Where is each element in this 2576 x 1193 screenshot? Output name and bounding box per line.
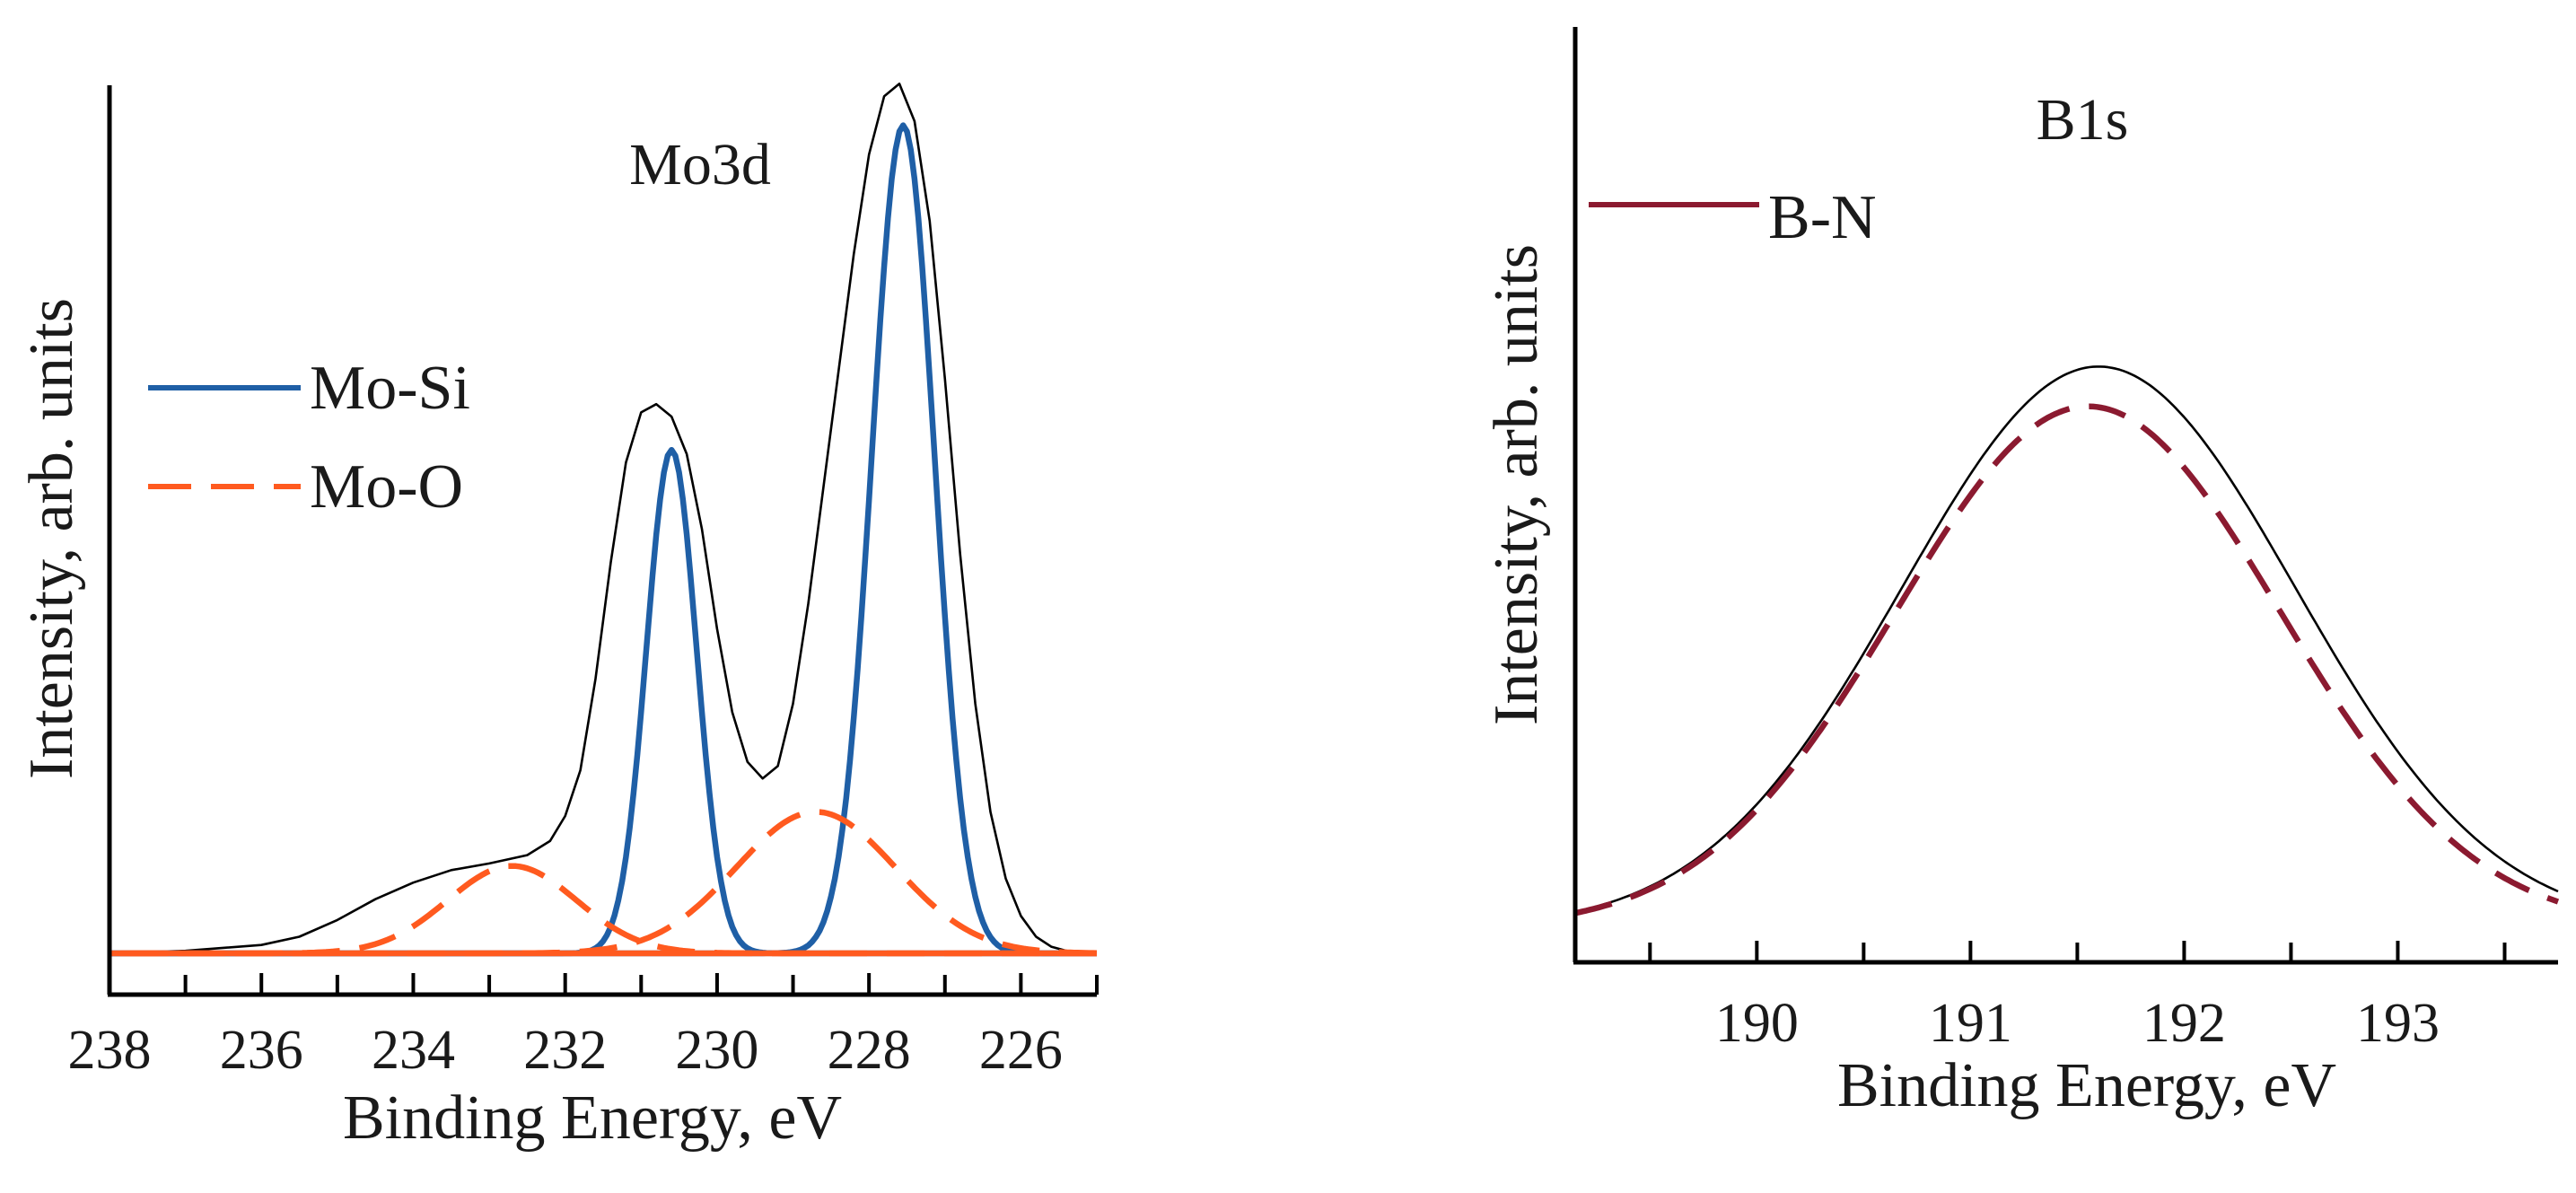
x-tick-label: 232 <box>523 1020 607 1081</box>
series-mo-o-peak-2-line <box>110 809 1098 957</box>
legend-label-mo-o: Mo-O <box>310 452 463 522</box>
b1s-panel: 190 191 192 193 B1s B-N Intensity, arb. uni… <box>1482 27 2560 1120</box>
x-tick-label: 191 <box>1929 993 2012 1054</box>
x-tick-label: 234 <box>372 1020 455 1081</box>
series-mo-si-peak-2-line <box>110 122 1097 957</box>
mo3d-curves <box>109 83 1098 957</box>
b1s-x-axis-label: Binding Energy, eV <box>1837 1051 2336 1120</box>
b1s-title: B1s <box>2037 87 2129 153</box>
x-tick-label: 230 <box>675 1020 758 1081</box>
x-tick-label: 226 <box>979 1020 1063 1081</box>
mo3d-y-axis-label: Intensity, arb. units <box>17 298 86 779</box>
x-tick-label: 238 <box>68 1020 152 1081</box>
series-b-n-line <box>1574 403 2560 917</box>
mo3d-legend: Mo-Si Mo-O <box>148 354 470 522</box>
mo3d-x-axis-label: Binding Energy, eV <box>343 1083 842 1153</box>
legend-label-b-n: B-N <box>1768 183 1877 252</box>
b1s-y-axis-label: Intensity, arb. units <box>1482 244 1551 725</box>
mo3d-title: Mo3d <box>629 132 771 197</box>
series-envelope-line <box>109 83 1098 955</box>
series-envelope-line <box>1574 365 2559 913</box>
b1s-curves <box>1574 365 2560 917</box>
b1s-x-ticks: 190 191 192 193 <box>1648 941 2507 1054</box>
mo3d-panel: 238 236 234 232 230 228 226 Mo3d Mo-Si Mo-O In… <box>17 83 1099 1153</box>
x-tick-label: 236 <box>220 1020 303 1081</box>
legend-label-mo-si: Mo-Si <box>310 354 470 423</box>
x-tick-label: 190 <box>1715 993 1799 1054</box>
x-tick-label: 192 <box>2142 993 2226 1054</box>
mo3d-x-ticks: 238 236 234 232 230 228 226 <box>68 973 1099 1081</box>
x-tick-label: 193 <box>2356 993 2440 1054</box>
x-tick-label: 228 <box>828 1020 911 1081</box>
b1s-legend: B-N <box>1589 183 1877 252</box>
